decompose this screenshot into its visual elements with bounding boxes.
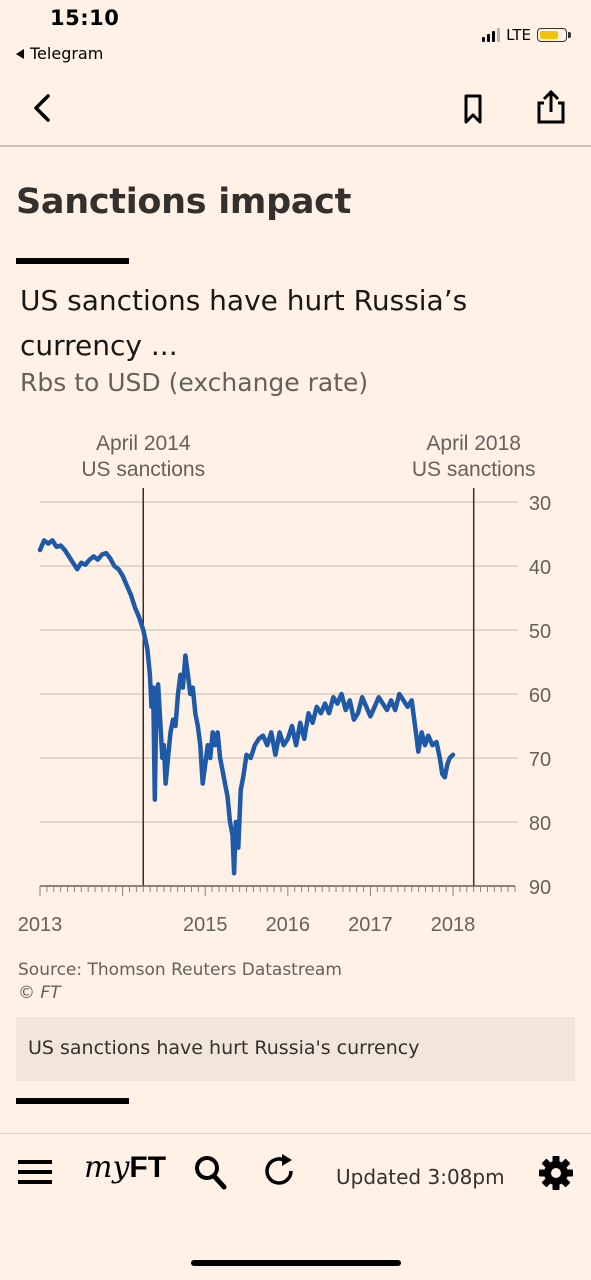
y-tick-label: 60	[529, 685, 551, 707]
x-tick-label: 2015	[183, 914, 228, 936]
hamburger-menu-icon[interactable]	[18, 1158, 52, 1186]
y-tick-label: 80	[529, 813, 551, 835]
x-tick-label: 2013	[18, 914, 63, 936]
home-indicator	[191, 1260, 401, 1266]
myft-my-label: my	[84, 1150, 130, 1185]
section-rule-bottom	[16, 1098, 129, 1104]
nav-divider	[0, 145, 591, 147]
section-rule	[16, 258, 129, 264]
bookmark-icon[interactable]	[460, 92, 486, 126]
y-tick-label: 70	[529, 749, 551, 771]
network-type: LTE	[506, 26, 531, 44]
search-icon[interactable]	[192, 1153, 228, 1191]
x-tick-label: 2016	[266, 914, 311, 936]
status-indicators: LTE	[482, 26, 571, 44]
toolbar-divider	[0, 1133, 591, 1134]
battery-icon	[537, 28, 571, 42]
annotation-date-label: April 2014	[96, 432, 191, 455]
signal-icon	[482, 28, 501, 42]
exchange-rate-line	[37, 538, 456, 876]
back-triangle-icon	[16, 48, 24, 59]
exchange-rate-chart: April 2014 US sanctions April 2018 US sanct…	[18, 432, 551, 936]
y-tick-label: 50	[529, 621, 551, 643]
status-time: 15:10	[50, 6, 120, 30]
x-tick-label: 2017	[348, 914, 393, 936]
x-tick-label: 2018	[431, 914, 476, 936]
y-tick-label: 90	[529, 877, 551, 899]
share-icon[interactable]	[534, 88, 568, 126]
y-tick-label: 30	[529, 493, 551, 515]
annotation-event-label: US sanctions	[81, 458, 205, 481]
chart-copyright: © FT	[18, 983, 61, 1003]
myft-ft-label: FT	[129, 1151, 167, 1184]
annotation-event-label: US sanctions	[412, 458, 536, 481]
myft-button[interactable]: myFT	[84, 1150, 166, 1185]
chevron-left-icon[interactable]	[28, 90, 58, 126]
annotation-date-label: April 2018	[426, 432, 521, 455]
refresh-icon[interactable]	[260, 1152, 298, 1190]
updated-time: Updated 3:08pm	[336, 1165, 505, 1189]
page-title: Sanctions impact	[16, 182, 352, 222]
back-app-label: Telegram	[30, 44, 104, 63]
chart-subtitle: Rbs to USD (exchange rate)	[20, 368, 369, 397]
chart-title: US sanctions have hurt Russia’s currency…	[20, 284, 468, 362]
gear-icon[interactable]	[537, 1154, 575, 1192]
y-tick-label: 40	[529, 557, 551, 579]
back-to-app-link[interactable]: Telegram	[16, 44, 103, 63]
chart-caption: US sanctions have hurt Russia's currency	[16, 1017, 575, 1081]
chart-source: Source: Thomson Reuters Datastream	[18, 960, 342, 980]
